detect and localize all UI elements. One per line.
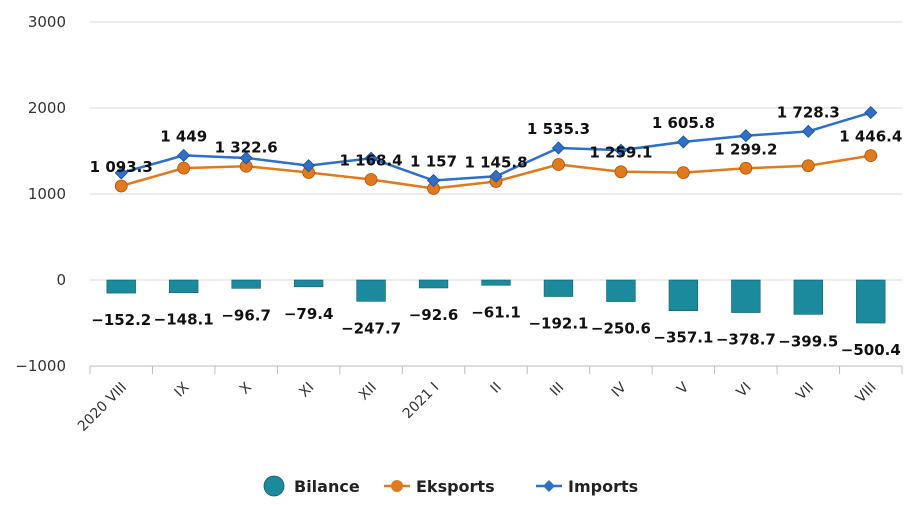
imports-marker: [864, 106, 878, 120]
x-axis: 2020 VIII IX X XI XII 2021 I II III IV V VI VII VIII: [75, 365, 903, 435]
x-tick-label: XI: [296, 380, 317, 401]
imports-data-label: 1 449: [160, 127, 207, 145]
eksports-marker: [676, 166, 690, 180]
x-tick-label: II: [488, 380, 505, 397]
imports-marker: [426, 173, 441, 188]
imports-marker: [177, 148, 191, 162]
eksports-marker: [864, 149, 878, 163]
bilance-bar: [543, 279, 574, 297]
eksports-marker: [552, 158, 565, 171]
bilance-data-label: −192.1: [528, 315, 588, 333]
y-tick-label: 0: [56, 271, 66, 289]
bilance-data-label: −378.7: [716, 331, 776, 349]
eksports-data-label: 1 322.6: [215, 138, 278, 156]
bilance-data-label: −79.4: [284, 305, 334, 323]
legend-label-eksports: Eksports: [416, 477, 495, 496]
eksports-marker: [614, 165, 628, 179]
bilance-bar: [606, 279, 636, 302]
gridlines: [90, 21, 902, 281]
x-tick-label: IV: [609, 379, 630, 400]
x-tick-label: V: [674, 379, 692, 397]
imports-data-label: 1 157: [410, 152, 457, 170]
legend-eksports-marker-icon: [391, 480, 403, 492]
imports-data-label: 1 535.3: [527, 120, 590, 138]
x-tick-label: XII: [356, 380, 380, 404]
bilance-bar: [293, 279, 324, 288]
imports-marker: [614, 143, 628, 157]
x-tick-label: III: [547, 380, 567, 400]
eksports-data-label: 1 145.8: [464, 153, 527, 171]
imports-data-label: 1 605.8: [652, 114, 715, 132]
y-tick-label: −1000: [15, 357, 66, 375]
eksports-marker: [114, 179, 128, 193]
legend-label-imports: Imports: [568, 477, 638, 496]
bilance-bar: [169, 279, 199, 294]
imports-marker: [801, 124, 815, 138]
bilance-data-label: −250.6: [591, 320, 651, 338]
eksports-data-label: 1 168.4: [340, 152, 403, 170]
legend-imports-marker-icon: [543, 480, 555, 492]
eksports-data-label: 1 446.4: [839, 128, 902, 146]
x-tick-label: IX: [171, 379, 192, 400]
bilance-data-label: −247.7: [341, 319, 401, 337]
bilance-bar: [731, 279, 761, 313]
bilance-data-label: −92.6: [409, 306, 459, 324]
x-tick-label: X: [237, 379, 255, 397]
y-tick-label: 3000: [28, 13, 66, 31]
bilance-data-label: −357.1: [653, 329, 713, 347]
eksports-marker: [739, 161, 753, 175]
bilance-bar: [668, 279, 699, 312]
bilance-bars: [106, 279, 886, 324]
legend-label-bilance: Bilance: [294, 477, 360, 496]
imports-marker: [739, 129, 753, 143]
imports-marker: [676, 135, 690, 149]
legend-bilance-icon: [263, 475, 285, 497]
imports-marker: [364, 151, 378, 165]
x-tick-label: 2021 I: [400, 380, 443, 423]
eksports-marker: [364, 173, 378, 186]
bilance-bar: [793, 279, 823, 315]
bilance-bar: [106, 279, 136, 294]
bilance-bar: [418, 279, 449, 289]
imports-data-label: 1 728.3: [777, 103, 840, 121]
line-series: [114, 106, 878, 195]
bilance-bar: [231, 279, 261, 289]
data-labels: −152.2 −148.1 −96.7 −79.4 −247.7 −92.6 −61.1 −1…: [90, 103, 903, 359]
bilance-data-label: −148.1: [154, 311, 214, 329]
bilance-bar: [356, 279, 386, 302]
eksports-marker: [177, 161, 191, 175]
x-tick-label: VII: [793, 380, 817, 404]
bilance-bar: [856, 279, 886, 324]
x-tick-label: VIII: [853, 380, 880, 407]
imports-marker: [239, 151, 253, 165]
eksports-data-label: 1 299.2: [714, 140, 777, 158]
bilance-data-label: −152.2: [91, 311, 151, 329]
bilance-data-label: −96.7: [221, 306, 271, 324]
imports-marker: [114, 166, 128, 180]
eksports-marker: [801, 159, 815, 173]
legend[interactable]: Bilance Eksports Imports: [263, 475, 638, 497]
y-tick-label: 1000: [28, 185, 66, 203]
imports-marker: [302, 159, 316, 173]
bilance-data-label: −500.4: [841, 341, 901, 359]
bilance-data-label: −61.1: [471, 303, 521, 321]
x-tick-label: VI: [734, 380, 755, 401]
y-tick-label: 2000: [28, 99, 66, 117]
eksports-data-label: 1 093.3: [90, 158, 153, 176]
bilance-bar: [481, 279, 511, 286]
eksports-data-label: 1 259.1: [589, 144, 652, 162]
bilance-data-label: −399.5: [778, 332, 838, 350]
imports-marker: [551, 141, 566, 155]
imports-marker: [489, 169, 503, 183]
x-tick-label: 2020 VIII: [75, 380, 130, 435]
y-axis: 3000 2000 1000 0 −1000: [15, 13, 66, 375]
